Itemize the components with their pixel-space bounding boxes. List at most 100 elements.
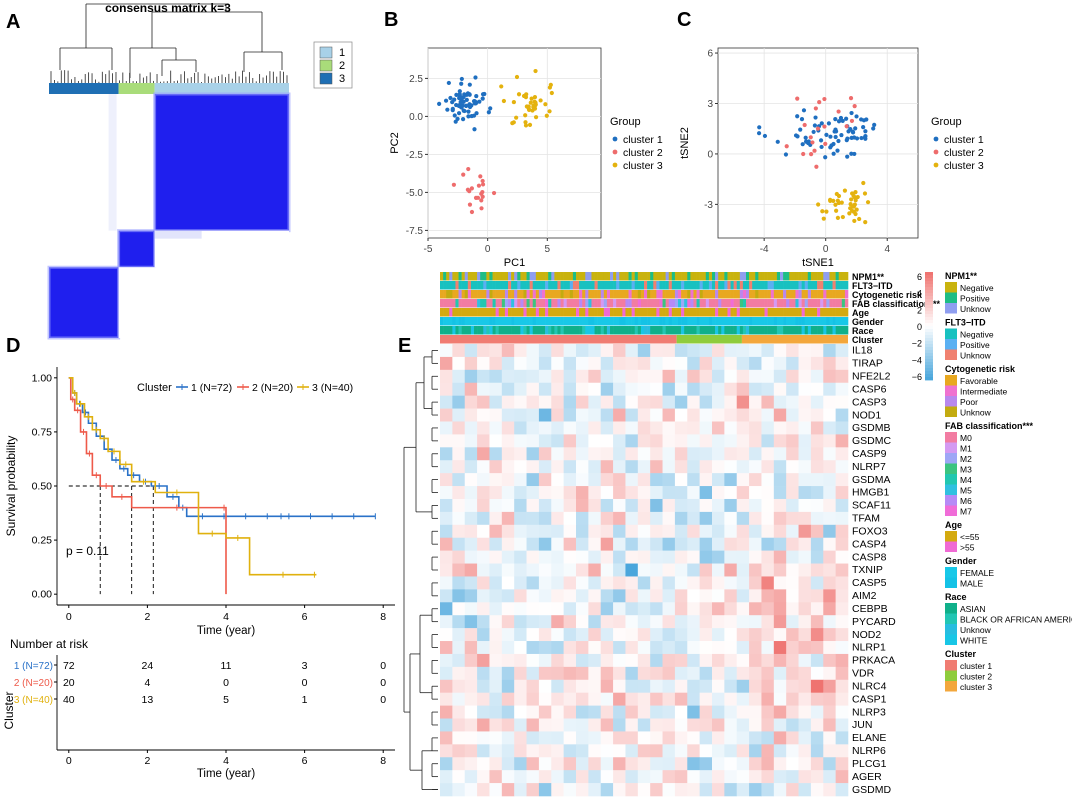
annotation-cell xyxy=(483,326,487,335)
heatmap-cell xyxy=(773,563,787,577)
heatmap-cell xyxy=(625,783,639,797)
heatmap-cell xyxy=(662,382,676,396)
annotation-cell xyxy=(721,281,725,290)
annotation-cell xyxy=(440,326,444,335)
heatmap-cell xyxy=(440,731,453,745)
heatmap-cell xyxy=(588,744,602,758)
annotation-cell xyxy=(563,290,568,299)
heatmap-cell xyxy=(613,731,626,745)
heatmap-cell xyxy=(501,653,515,668)
heatmap-cell xyxy=(477,550,490,564)
heatmap-cell xyxy=(699,744,713,758)
annotation-cell xyxy=(563,326,568,335)
heatmap-cell xyxy=(761,783,775,797)
annotation-cell xyxy=(551,299,555,308)
consensus-block xyxy=(49,267,119,338)
point-cluster-1 xyxy=(806,139,811,144)
annotation-cell xyxy=(464,281,469,290)
annotation-cell xyxy=(705,281,710,290)
heatmap-cell xyxy=(637,731,651,745)
heatmap-cell xyxy=(452,641,466,655)
risk-row-label: 3 (N=40) xyxy=(14,695,53,706)
x-axis-label: PC1 xyxy=(504,257,525,269)
legend-title: NPM1** xyxy=(945,271,978,281)
heatmap-cell xyxy=(650,344,663,358)
heatmap-cell xyxy=(810,434,824,448)
point-cluster-3 xyxy=(538,98,543,103)
heatmap-cell xyxy=(650,757,663,771)
annotation-cell xyxy=(835,326,840,335)
heatmap-cell xyxy=(625,356,639,371)
heatmap-cell xyxy=(440,563,453,577)
annotation-cell xyxy=(523,281,527,290)
point-cluster-2 xyxy=(480,194,485,199)
heatmap-cell xyxy=(798,382,812,396)
heatmap-cell xyxy=(749,783,762,797)
annotation-cell xyxy=(560,281,564,290)
annotation-cell xyxy=(526,299,530,308)
heatmap-cell xyxy=(625,434,639,448)
annotation-cell xyxy=(770,281,775,290)
legend-item-label: Positive xyxy=(960,340,990,350)
annotation-cell xyxy=(807,308,812,317)
annotation-cell xyxy=(746,290,750,299)
point-cluster-1 xyxy=(853,126,858,131)
annotation-cell xyxy=(501,290,506,299)
annotation-cell xyxy=(560,308,564,317)
heatmap-cell xyxy=(773,524,787,539)
heatmap-cell xyxy=(687,705,700,719)
annotation-cell xyxy=(727,317,731,326)
heatmap-cell xyxy=(600,356,614,371)
heatmap-cell xyxy=(773,679,787,693)
annotation-cell xyxy=(532,272,537,281)
heatmap-cell xyxy=(501,498,515,513)
tick-label-y: 0.25 xyxy=(32,535,53,547)
heatmap-cell xyxy=(810,550,824,564)
annotation-cell xyxy=(647,290,651,299)
annotation-cell xyxy=(674,299,679,308)
heatmap-cell xyxy=(650,628,663,642)
colorbar-tick: 2 xyxy=(917,305,922,315)
annotation-cell xyxy=(464,308,469,317)
annotation-cell xyxy=(455,326,459,335)
heatmap-cell xyxy=(761,537,775,551)
heatmap-cell xyxy=(452,369,466,384)
heatmap-cell xyxy=(687,344,700,358)
heatmap-cell xyxy=(662,486,676,500)
annotation-cell xyxy=(461,290,466,299)
legend-title: Age xyxy=(945,520,962,530)
heatmap-cell xyxy=(650,666,663,681)
heatmap-cell xyxy=(452,757,466,771)
annotation-cell xyxy=(693,272,697,281)
annotation-cell xyxy=(708,281,713,290)
heatmap-cell xyxy=(786,783,799,797)
annotation-cell xyxy=(755,299,759,308)
annotation-cell xyxy=(659,281,663,290)
heatmap-cell xyxy=(563,757,577,771)
heatmap-cell xyxy=(563,356,577,371)
point-cluster-1 xyxy=(486,110,491,115)
annotation-cell xyxy=(480,281,484,290)
legend-item-label: Positive xyxy=(960,294,990,304)
annotation-cell xyxy=(548,308,552,317)
annotation-cell xyxy=(545,326,549,335)
annotation-cell xyxy=(483,308,487,317)
heatmap-cell xyxy=(637,679,651,693)
heatmap-cell xyxy=(563,718,577,732)
heatmap-cell xyxy=(835,770,849,784)
point-cluster-1 xyxy=(756,131,762,136)
panel-label-e: E xyxy=(398,335,411,357)
gene-label-TIRAP: TIRAP xyxy=(852,358,883,370)
annotation-cell xyxy=(597,317,602,326)
heatmap-cell xyxy=(514,382,527,396)
heatmap-cell xyxy=(600,460,614,474)
annotation-cell xyxy=(823,272,827,281)
annotation-cell xyxy=(810,326,815,335)
point-cluster-1 xyxy=(455,116,460,121)
annotation-cell xyxy=(498,290,503,299)
annotation-cell xyxy=(514,281,518,290)
heatmap-cell xyxy=(489,628,503,642)
heatmap-cell xyxy=(749,589,762,603)
heatmap-cell xyxy=(477,447,490,461)
annotation-cell xyxy=(838,272,843,281)
